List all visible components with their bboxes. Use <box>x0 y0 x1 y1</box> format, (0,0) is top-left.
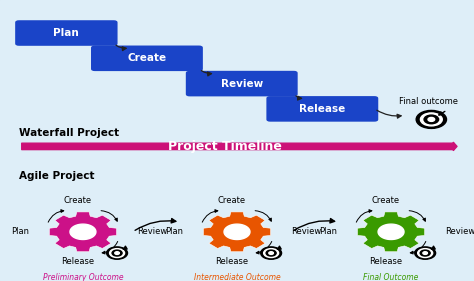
Circle shape <box>266 250 276 256</box>
FancyBboxPatch shape <box>15 20 118 46</box>
Circle shape <box>416 110 447 128</box>
Text: Plan: Plan <box>11 227 29 236</box>
Text: Release: Release <box>61 257 94 266</box>
FancyBboxPatch shape <box>186 71 298 96</box>
Text: Intermediate Outcome: Intermediate Outcome <box>193 273 281 281</box>
FancyBboxPatch shape <box>266 96 378 122</box>
Text: Release: Release <box>215 257 248 266</box>
Text: Release: Release <box>369 257 402 266</box>
Polygon shape <box>224 224 250 239</box>
Text: Waterfall Project: Waterfall Project <box>19 128 119 139</box>
Text: Agile Project: Agile Project <box>19 171 94 181</box>
Text: Plan: Plan <box>54 28 79 38</box>
Text: Project Timeline: Project Timeline <box>168 140 282 153</box>
Text: Review: Review <box>291 227 321 236</box>
Polygon shape <box>203 212 271 252</box>
Polygon shape <box>70 224 96 239</box>
Text: Review: Review <box>220 79 263 89</box>
FancyBboxPatch shape <box>91 46 203 71</box>
Text: Plan: Plan <box>319 227 337 236</box>
Text: Create: Create <box>218 196 246 205</box>
Text: Release: Release <box>299 104 346 114</box>
Circle shape <box>264 249 279 257</box>
Circle shape <box>109 249 125 257</box>
Circle shape <box>418 249 433 257</box>
Circle shape <box>261 247 282 259</box>
Circle shape <box>420 113 442 126</box>
Text: Review: Review <box>445 227 474 236</box>
Circle shape <box>423 252 428 254</box>
Text: Final outcome: Final outcome <box>400 97 458 106</box>
Circle shape <box>115 252 119 254</box>
Text: Final Outcome: Final Outcome <box>364 273 419 281</box>
Circle shape <box>424 115 438 124</box>
Text: Plan: Plan <box>165 227 183 236</box>
Polygon shape <box>357 212 425 252</box>
Polygon shape <box>49 212 117 252</box>
Circle shape <box>107 247 128 259</box>
Text: Preliminary Outcome: Preliminary Outcome <box>43 273 123 281</box>
Circle shape <box>420 250 430 256</box>
Text: Create: Create <box>372 196 400 205</box>
Circle shape <box>415 247 436 259</box>
Text: Create: Create <box>64 196 92 205</box>
Circle shape <box>112 250 122 256</box>
Circle shape <box>428 117 435 121</box>
Polygon shape <box>378 224 404 239</box>
Text: Create: Create <box>128 53 166 63</box>
FancyArrowPatch shape <box>22 142 457 150</box>
Circle shape <box>269 252 273 254</box>
Text: Review: Review <box>137 227 167 236</box>
